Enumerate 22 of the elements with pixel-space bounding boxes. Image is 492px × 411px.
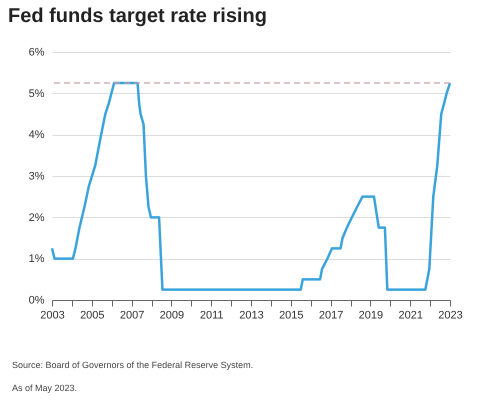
- line-series: [50, 82, 452, 291]
- y-tick-label: 3%: [28, 170, 45, 182]
- y-tick-label: 2%: [28, 212, 45, 224]
- source-note: Source: Board of Governors of the Federal Reserve System.: [12, 360, 254, 370]
- x-tick-label: 2011: [200, 310, 224, 322]
- x-tick-label: 2003: [40, 310, 65, 322]
- x-tick-label: 2005: [80, 310, 105, 322]
- y-tick-label: 6%: [28, 46, 45, 58]
- x-tick-label: 2009: [160, 310, 184, 322]
- chart-title: Fed funds target rate rising: [8, 5, 267, 27]
- text: As of May 2023.: [12, 383, 78, 393]
- y-tick-label: 5%: [28, 88, 45, 100]
- x-tick-label: 2023: [438, 310, 463, 322]
- x-tick-label: 2007: [120, 310, 144, 322]
- x-tick-label: 2021: [398, 310, 423, 322]
- x-tick-label: 2013: [239, 310, 264, 322]
- y-tick-label: 1%: [28, 253, 45, 266]
- y-tick-label: 4%: [28, 129, 45, 142]
- y-tick-label: 0%: [28, 294, 45, 306]
- x-tick-label: 2015: [279, 310, 304, 322]
- x-tick-label: 2019: [358, 310, 384, 322]
- x-tick-label: 2017: [318, 310, 344, 322]
